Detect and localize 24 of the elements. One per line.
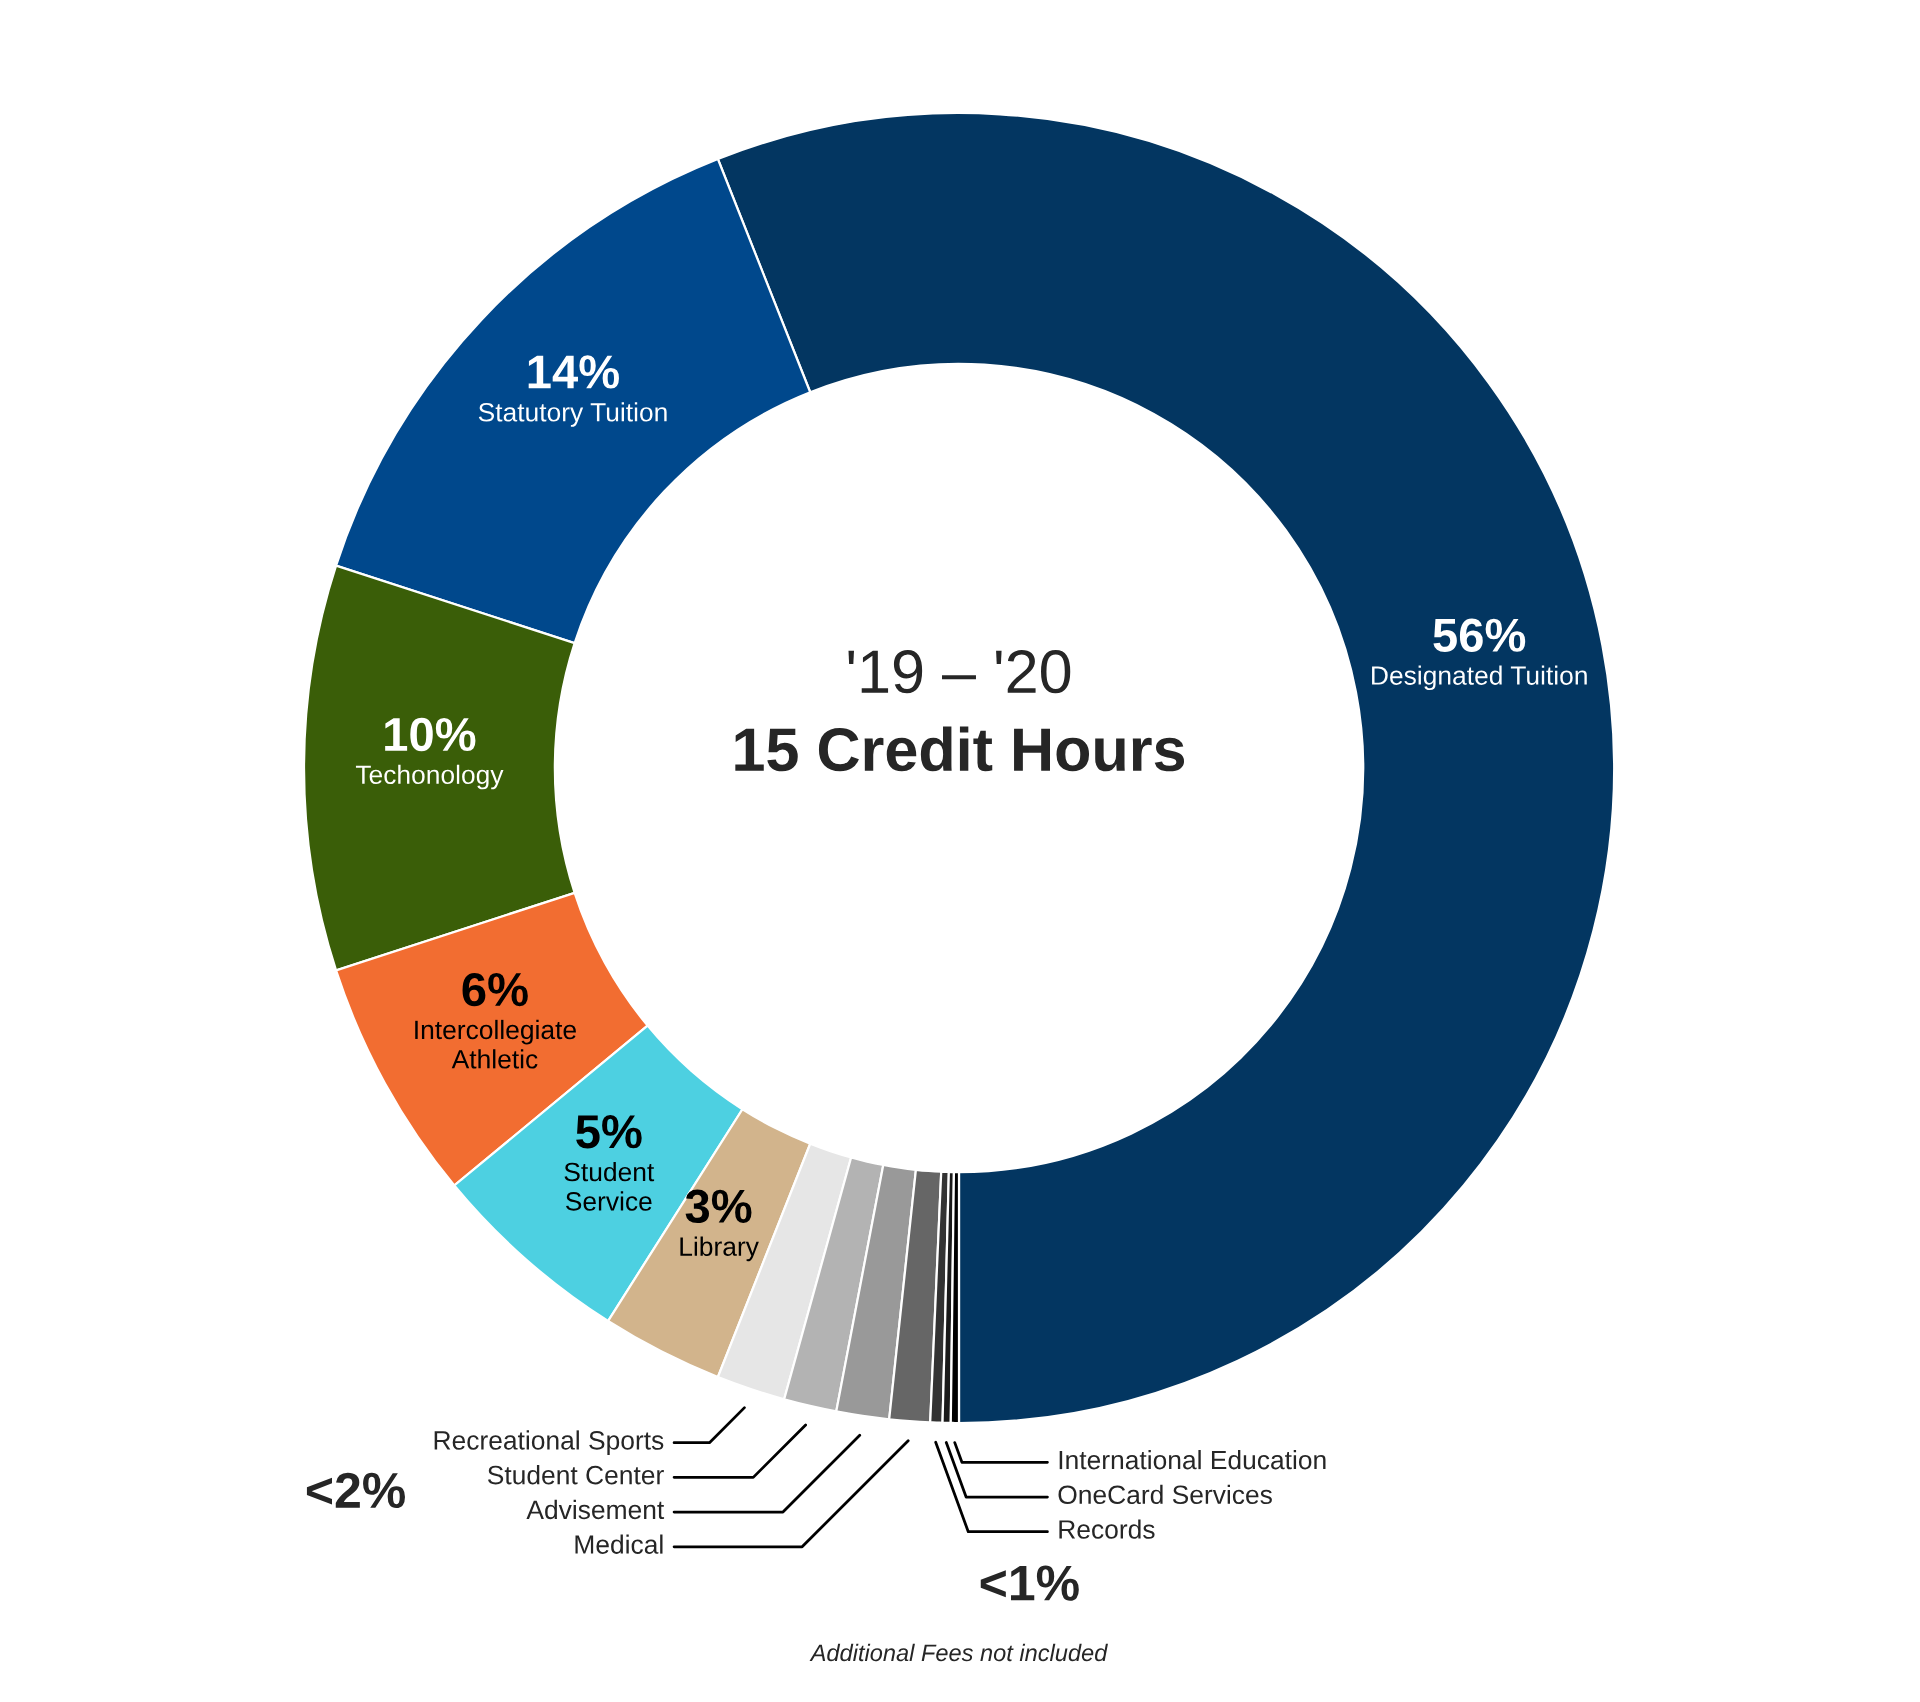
slice-label: Records	[1059, 1519, 1155, 1539]
text: 15 Credit Hours	[735, 726, 1185, 772]
slice-label: OneCard Services	[1058, 1484, 1272, 1505]
data-label: 56%	[1433, 618, 1526, 652]
slice-label: Designated Tuition	[1372, 665, 1587, 691]
slice-label: Student Center	[487, 1465, 664, 1485]
data-label: <2%	[306, 1472, 405, 1509]
slice-label: Statutory Tuition	[478, 402, 667, 427]
data-label: 10%	[385, 717, 476, 752]
data-label: 6%	[462, 972, 528, 1007]
slice-label: Recreational Sports	[434, 1430, 664, 1455]
data-label: 5%	[576, 1115, 642, 1149]
slice-label: Techonology	[355, 764, 504, 790]
slice-label: Student Service	[564, 1161, 655, 1211]
slice-label: Advisement	[526, 1499, 665, 1520]
text: '19 – '20	[848, 650, 1071, 694]
data-label: 14%	[528, 355, 619, 389]
slice-label: Intercollegiate Athletic	[415, 1019, 576, 1069]
slice-label: International Education	[1059, 1450, 1326, 1470]
slice-label: Library	[680, 1236, 759, 1262]
data-label: 3%	[685, 1189, 752, 1224]
data-label: <1%	[980, 1565, 1079, 1601]
text: Additional Fees not included	[809, 1643, 1108, 1662]
slice-label: Medical	[575, 1534, 663, 1554]
